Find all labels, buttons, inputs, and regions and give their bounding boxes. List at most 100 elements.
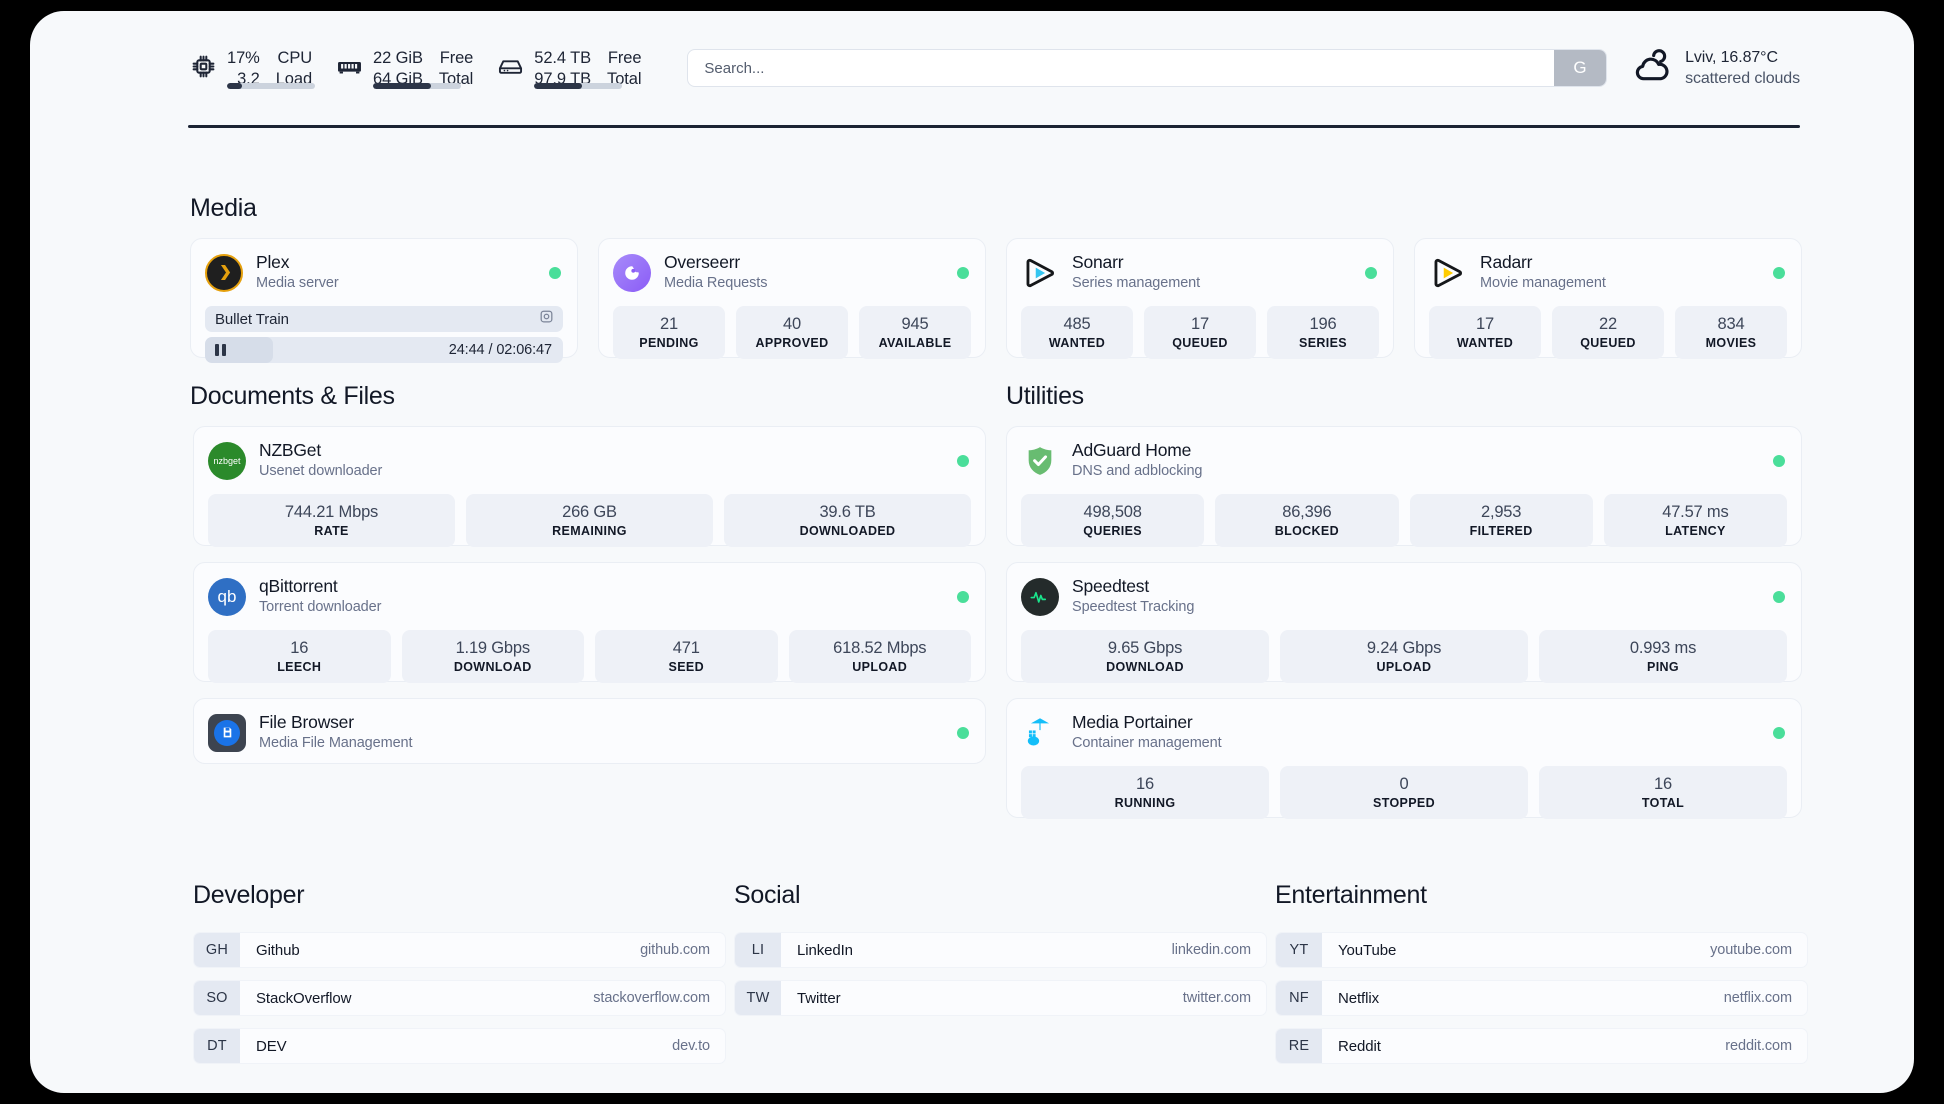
card-subtitle: Media File Management xyxy=(259,735,413,751)
bookmark-item[interactable]: TW Twitter twitter.com xyxy=(734,980,1267,1016)
stat-value: 17 xyxy=(1191,315,1209,333)
bookmark-name: YouTube xyxy=(1338,941,1397,959)
status-indicator-online xyxy=(1773,726,1785,739)
stat-tile: 485 WANTED xyxy=(1021,306,1133,359)
bookmark-url: youtube.com xyxy=(1710,942,1792,958)
card-subtitle: Movie management xyxy=(1480,275,1606,291)
stat-tile: 47.57 ms LATENCY xyxy=(1603,494,1787,547)
search-input[interactable] xyxy=(688,50,1555,86)
bookmark-group-title: Social xyxy=(734,881,801,909)
status-indicator-online xyxy=(1773,266,1785,279)
bookmark-item[interactable]: DT DEV dev.to xyxy=(193,1028,726,1064)
card-header: Radarr Movie management xyxy=(1429,252,1787,293)
card-subtitle: Media Requests xyxy=(664,275,768,291)
plex-logo-icon xyxy=(205,253,243,292)
memory-value-1: 22 GiB xyxy=(373,48,423,67)
service-card-file-browser[interactable]: File Browser Media File Management xyxy=(193,698,986,764)
bookmark-url: github.com xyxy=(640,942,710,958)
service-card-radarr[interactable]: Radarr Movie management 17 WANTED 22 QUE… xyxy=(1414,238,1802,359)
stat-label: RUNNING xyxy=(1114,796,1176,810)
weather-widget[interactable]: Lviv, 16.87°C scattered clouds xyxy=(1633,47,1800,89)
stat-value: 834 xyxy=(1717,315,1745,333)
card-title: File Browser xyxy=(259,712,354,732)
stat-value: 21 xyxy=(660,315,678,333)
stat-tile: 16 LEECH xyxy=(208,630,391,683)
stat-tile: 945 AVAILABLE xyxy=(859,306,971,359)
stat-label: BLOCKED xyxy=(1274,524,1339,538)
stat-label: PENDING xyxy=(639,336,699,350)
playback-time-total: 02:06:47 xyxy=(496,342,552,358)
stat-label: AVAILABLE xyxy=(878,336,952,350)
pause-icon[interactable] xyxy=(215,344,226,356)
cpu-value-1: 17% xyxy=(227,48,260,67)
card-title: qBittorrent xyxy=(259,576,338,596)
bookmark-item[interactable]: SO StackOverflow stackoverflow.com xyxy=(193,980,726,1016)
search-engine-button[interactable]: G xyxy=(1554,50,1607,86)
service-card-sonarr[interactable]: Sonarr Series management 485 WANTED 17 Q… xyxy=(1006,238,1394,359)
now-playing-bar[interactable]: Bullet Train xyxy=(205,306,563,332)
card-header: Media Portainer Container management xyxy=(1021,712,1787,753)
service-card-adguard-home[interactable]: AdGuard Home DNS and adblocking 498,508 … xyxy=(1006,426,1802,547)
bookmark-item[interactable]: YT YouTube youtube.com xyxy=(1275,932,1808,968)
bookmark-item[interactable]: LI LinkedIn linkedin.com xyxy=(734,932,1267,968)
card-stats-row: 9.65 Gbps DOWNLOAD 9.24 Gbps UPLOAD 0.99… xyxy=(1021,630,1787,683)
card-subtitle: Container management xyxy=(1072,735,1222,751)
playback-seek-bar[interactable]: 24:44 / 02:06:47 xyxy=(205,337,563,363)
disk-value-1: 52.4 TB xyxy=(534,48,592,67)
card-subtitle: Torrent downloader xyxy=(259,599,382,615)
stat-tile: 0 STOPPED xyxy=(1280,766,1528,819)
service-card-speedtest[interactable]: Speedtest Speedtest Tracking 9.65 Gbps D… xyxy=(1006,562,1802,683)
stat-label: APPROVED xyxy=(755,336,829,350)
stat-tile: 0.993 ms PING xyxy=(1539,630,1787,683)
stat-label: PING xyxy=(1647,660,1679,674)
bookmark-badge: TW xyxy=(735,981,781,1015)
service-card-qbittorrent[interactable]: qb qBittorrent Torrent downloader 16 LEE… xyxy=(193,562,986,683)
qbittorrent-logo-icon: qb xyxy=(208,577,246,616)
service-card-overseerr[interactable]: Overseerr Media Requests 21 PENDING 40 A… xyxy=(598,238,986,359)
adguard-shield-icon xyxy=(1021,442,1059,480)
stat-tile: 17 QUEUED xyxy=(1144,306,1256,359)
bookmark-group-title: Entertainment xyxy=(1275,881,1427,909)
card-stats-row: 485 WANTED 17 QUEUED 196 SERIES xyxy=(1021,306,1379,359)
stat-value: 744.21 Mbps xyxy=(284,503,379,521)
card-title: Media Portainer xyxy=(1072,712,1193,732)
stat-label: QUERIES xyxy=(1083,524,1142,538)
card-subtitle: Media server xyxy=(256,275,339,291)
bookmark-item[interactable]: RE Reddit reddit.com xyxy=(1275,1028,1808,1064)
stat-label: LATENCY xyxy=(1665,524,1726,538)
bookmark-url: twitter.com xyxy=(1182,990,1251,1006)
bookmark-item[interactable]: GH Github github.com xyxy=(193,932,726,968)
stat-value: 16 xyxy=(1654,775,1672,793)
cpu-chip-icon xyxy=(188,52,218,82)
card-title: Radarr xyxy=(1480,252,1533,272)
stat-value: 498,508 xyxy=(1083,503,1142,521)
card-title-block: Plex Media server xyxy=(256,252,339,293)
card-title-block: NZBGet Usenet downloader xyxy=(259,440,382,481)
cast-device-icon[interactable] xyxy=(539,309,554,329)
stat-tile: 40 APPROVED xyxy=(736,306,848,359)
card-title-block: qBittorrent Torrent downloader xyxy=(259,576,381,617)
stat-tile: 9.65 Gbps DOWNLOAD xyxy=(1021,630,1269,683)
bookmark-group-social: Social LI LinkedIn linkedin.com TW Twitt… xyxy=(734,881,1267,1028)
stat-value: 9.24 Gbps xyxy=(1366,639,1442,657)
bookmark-item[interactable]: NF Netflix netflix.com xyxy=(1275,980,1808,1016)
stat-value: 9.65 Gbps xyxy=(1107,639,1183,657)
stat-value: 40 xyxy=(783,315,801,333)
stat-value: 17 xyxy=(1476,315,1494,333)
service-card-nzbget[interactable]: nzbget NZBGet Usenet downloader 744.21 M… xyxy=(193,426,986,547)
stat-value: 471 xyxy=(672,639,700,657)
card-subtitle: Usenet downloader xyxy=(259,463,383,479)
card-header: Overseerr Media Requests xyxy=(613,252,971,293)
service-card-plex[interactable]: Plex Media server Bullet Train 24:44 / 0… xyxy=(190,238,578,363)
search-bar[interactable]: G xyxy=(687,49,1608,87)
stat-label: SERIES xyxy=(1299,336,1347,350)
playback-time-separator: / xyxy=(488,342,493,358)
stat-tile: 21 PENDING xyxy=(613,306,725,359)
stat-label: RATE xyxy=(314,524,349,538)
bookmark-group-entertainment: Entertainment YT YouTube youtube.com NF … xyxy=(1275,881,1808,1076)
memory-usage-bar xyxy=(373,82,462,89)
file-browser-logo-icon xyxy=(208,713,246,752)
card-stats-row: 498,508 QUERIES 86,396 BLOCKED 2,953 FIL… xyxy=(1021,494,1787,547)
service-card-media-portainer[interactable]: Media Portainer Container management 16 … xyxy=(1006,698,1802,819)
card-title: Sonarr xyxy=(1072,252,1124,272)
